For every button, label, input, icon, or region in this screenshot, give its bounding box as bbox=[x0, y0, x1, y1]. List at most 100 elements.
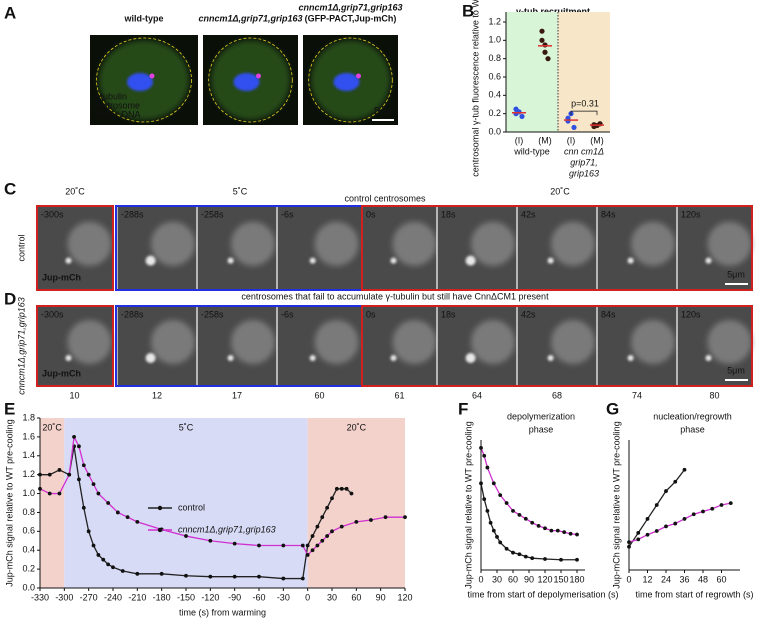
x-tick-label: -30 bbox=[277, 592, 290, 602]
legend-text: cnncm1Δ,grip71,grip163 bbox=[178, 524, 276, 534]
data-point bbox=[498, 493, 503, 498]
y-tick-label: 0.8 bbox=[22, 507, 35, 517]
centrosome-spot bbox=[705, 355, 712, 361]
temperature: 5˚C bbox=[233, 186, 248, 196]
data-point bbox=[57, 468, 62, 472]
data-point bbox=[495, 535, 499, 539]
dna bbox=[233, 73, 260, 91]
frame-time: 0s bbox=[366, 209, 376, 219]
legend-marker bbox=[157, 527, 163, 533]
data-point bbox=[81, 463, 86, 468]
data-point bbox=[86, 529, 91, 534]
y-tick-label: 1.2 bbox=[22, 469, 35, 479]
dna bbox=[127, 73, 153, 91]
data-point bbox=[315, 524, 320, 529]
data-point bbox=[664, 489, 668, 493]
y-tick-label: 1.4 bbox=[22, 450, 35, 460]
x-tick-label: -60 bbox=[252, 592, 265, 602]
data-point bbox=[300, 543, 305, 548]
y-tick-label: 1.0 bbox=[488, 35, 501, 45]
data-point bbox=[383, 515, 388, 520]
frame-time: -300s bbox=[41, 309, 64, 319]
blob bbox=[314, 221, 359, 266]
x-tick-label: (I) bbox=[515, 135, 524, 145]
frame-time: -258s bbox=[201, 209, 224, 219]
data-point bbox=[728, 501, 733, 506]
x-tick-label: 60 bbox=[351, 592, 361, 602]
frame-number: 68 bbox=[552, 390, 562, 400]
x-tick-label: 30 bbox=[492, 574, 502, 584]
x-tick-label: 12 bbox=[642, 574, 652, 584]
x-tick-label: -120 bbox=[201, 592, 219, 602]
centrosome-spot bbox=[547, 355, 554, 361]
y-tick-label: 0.8 bbox=[488, 53, 501, 63]
data-point bbox=[77, 444, 81, 449]
border-warm bbox=[36, 205, 114, 291]
dna bbox=[333, 73, 360, 91]
data-point bbox=[530, 520, 535, 525]
y-tick-label: 0.6 bbox=[488, 71, 501, 81]
legend-marker bbox=[157, 505, 163, 511]
x-tick-label: 0 bbox=[305, 592, 310, 602]
blob bbox=[231, 221, 275, 266]
column-header: cnncm1Δ,grip71,grip163 bbox=[298, 2, 402, 12]
data-point bbox=[135, 571, 140, 576]
data-point bbox=[482, 453, 487, 458]
scale-bar-label: 5μm bbox=[727, 269, 745, 279]
legend-text: control bbox=[178, 502, 205, 512]
series-line bbox=[480, 483, 577, 561]
centrosome bbox=[356, 73, 361, 79]
data-point bbox=[545, 56, 551, 62]
data-point bbox=[568, 531, 573, 536]
region-label: 5˚C bbox=[179, 422, 194, 432]
x-tick-label: 60 bbox=[508, 574, 518, 584]
data-point bbox=[300, 576, 305, 581]
data-point bbox=[511, 550, 515, 555]
data-point bbox=[543, 557, 547, 561]
x-tick-label: 36 bbox=[679, 574, 689, 584]
data-point bbox=[664, 524, 668, 529]
data-point bbox=[96, 491, 101, 496]
data-point bbox=[77, 477, 81, 482]
data-point bbox=[91, 482, 96, 487]
data-point bbox=[555, 528, 560, 533]
centrosome bbox=[149, 73, 155, 79]
data-point bbox=[539, 37, 545, 43]
panel-label: B bbox=[462, 1, 474, 20]
centrosome-spot bbox=[309, 355, 316, 361]
y-tick-label: 0.2 bbox=[488, 108, 501, 118]
data-point bbox=[571, 124, 577, 131]
x-tick-label: -330 bbox=[31, 592, 49, 602]
x-tick-label: 24 bbox=[661, 574, 671, 584]
centrosome-spot bbox=[145, 255, 156, 266]
frame-time: 120s bbox=[681, 309, 701, 319]
x-axis-label: time (s) from warming bbox=[179, 607, 266, 617]
cell-outline bbox=[208, 37, 293, 123]
data-point bbox=[485, 509, 490, 513]
data-point bbox=[491, 528, 496, 533]
blob bbox=[631, 221, 675, 266]
bracket bbox=[570, 110, 598, 116]
data-point bbox=[111, 565, 115, 570]
data-point bbox=[530, 556, 535, 561]
frame-number: 12 bbox=[152, 390, 162, 400]
data-point bbox=[57, 491, 62, 496]
frame-number: 10 bbox=[69, 390, 79, 400]
y-axis-label: Jup-mCh signal relative to WT pre-coolin… bbox=[4, 419, 14, 586]
data-point bbox=[232, 541, 237, 546]
frame-time: 42s bbox=[521, 209, 536, 219]
chart-title: depolymerization bbox=[507, 411, 575, 421]
panel-label: G bbox=[606, 399, 619, 418]
data-point bbox=[517, 552, 522, 557]
data-point bbox=[232, 574, 237, 579]
y-axis-label: Jup-mCh signal relative to WT pre-coolin… bbox=[611, 421, 621, 588]
data-point bbox=[539, 28, 545, 34]
data-point bbox=[511, 509, 515, 513]
blob bbox=[551, 320, 595, 364]
data-point bbox=[120, 569, 125, 573]
axes bbox=[480, 440, 585, 571]
x-tick-label: (M) bbox=[590, 135, 604, 145]
x-axis-label: time from start of depolymerisation (s) bbox=[467, 589, 618, 599]
centrosome-spot bbox=[65, 355, 72, 361]
